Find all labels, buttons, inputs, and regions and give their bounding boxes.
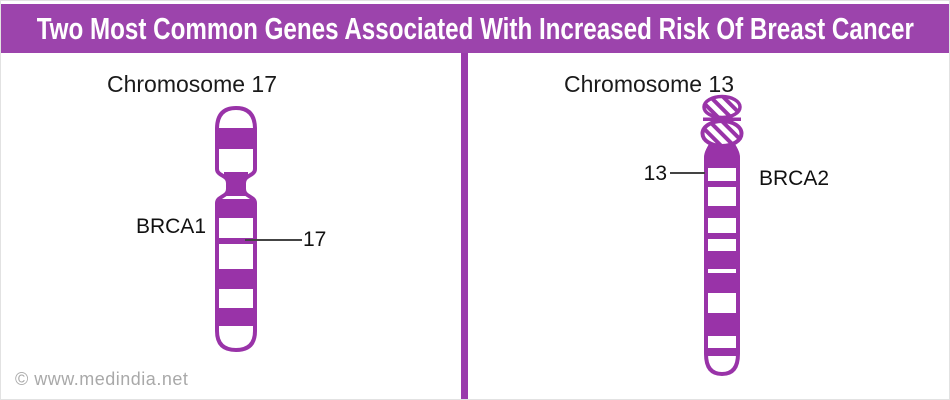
header-title: Two Most Common Genes Associated With In… xyxy=(36,10,914,46)
brca1-pointer-line xyxy=(245,239,302,241)
panel-divider xyxy=(461,53,468,399)
satellite-head-icon xyxy=(700,119,744,148)
watermark-text: © www.medindia.net xyxy=(15,369,189,389)
header-banner: Two Most Common Genes Associated With In… xyxy=(1,4,949,53)
right-panel-title: Chromosome 13 xyxy=(564,71,735,97)
brca2-pointer-line xyxy=(670,172,705,174)
centromere-bulb-overlay xyxy=(704,142,740,168)
chromosome-17-icon xyxy=(215,106,257,352)
chromosome-13-icon xyxy=(700,94,744,376)
chromosome-13-bands xyxy=(706,181,738,356)
band-17-label: 17 xyxy=(303,228,327,251)
brca2-gene-label: BRCA2 xyxy=(759,167,830,190)
chromosome-17-body xyxy=(217,108,255,350)
left-panel-title: Chromosome 17 xyxy=(107,71,278,97)
satellite-knob-icon xyxy=(702,94,742,120)
chromosome-17-bands xyxy=(217,128,255,326)
chromosome-17-outline xyxy=(215,106,257,352)
chromosome-13-outline xyxy=(704,159,740,376)
brca1-gene-label: BRCA1 xyxy=(135,215,206,238)
band-13-label: 13 xyxy=(643,162,667,185)
